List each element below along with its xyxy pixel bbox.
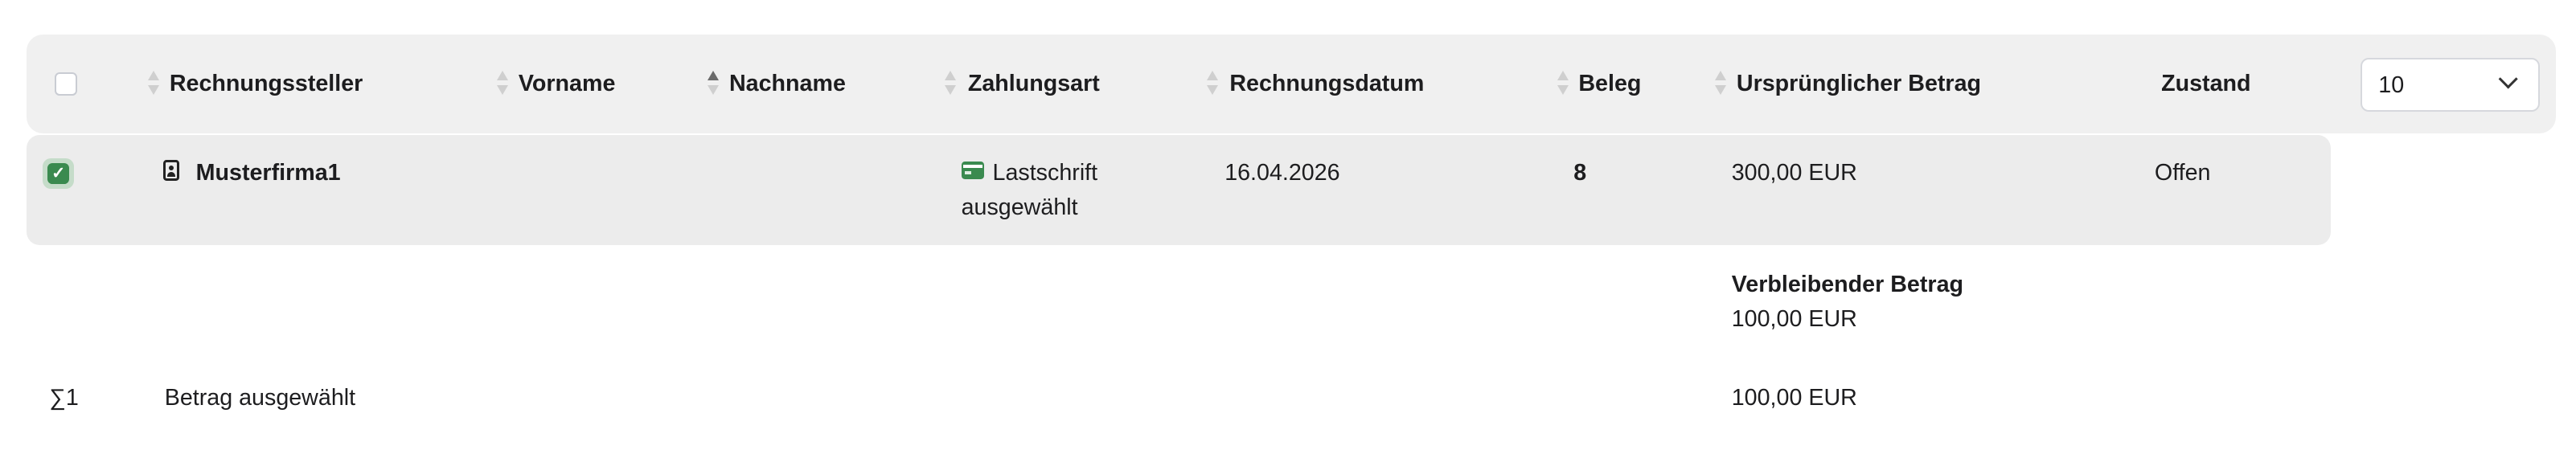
remaining-amount-value: 100,00 EUR [1731,305,1857,332]
sort-icon[interactable] [497,71,509,97]
column-header-nachname[interactable]: Nachname [728,71,846,97]
check-icon: ✓ [47,162,69,185]
sort-icon[interactable] [148,71,160,97]
sort-icon[interactable] [1715,71,1727,97]
column-header-rechnungsdatum[interactable]: Rechnungsdatum [1229,71,1425,97]
column-header-betrag[interactable]: Ursprünglicher Betrag [1736,71,1982,97]
cell-zahlungsart: Lastschrift [992,159,1098,186]
summary-value: 100,00 EUR [1731,385,1857,411]
cell-betrag: 300,00 EUR [1731,159,1857,186]
credit-card-icon [961,161,985,180]
column-header-beleg[interactable]: Beleg [1578,71,1642,97]
page-size-select[interactable]: 10 [2360,57,2540,112]
column-header-rechnungssteller[interactable]: Rechnungssteller [169,71,363,97]
sort-icon[interactable] [1206,71,1218,97]
column-header-vorname[interactable]: Vorname [518,71,616,97]
cell-rechnungsdatum: 16.04.2026 [1224,159,1340,186]
page-size-value: 10 [2378,72,2405,99]
table-row[interactable] [26,134,2331,246]
cell-zahlungsart-line2: ausgewählt [961,194,1078,220]
remaining-amount-label: Verbleibender Betrag [1731,271,1964,297]
summary-label: Betrag ausgewählt [164,385,356,411]
summary-count: ∑1 [49,385,79,411]
select-all-checkbox[interactable] [54,72,78,96]
column-header-zahlungsart[interactable]: Zahlungsart [967,71,1100,97]
sort-icon[interactable] [945,71,957,97]
row-checkbox[interactable]: ✓ [43,158,75,190]
chevron-down-icon [2498,69,2518,89]
table-header [26,34,2557,133]
cell-zustand: Offen [2154,159,2211,186]
column-header-zustand: Zustand [2161,71,2251,97]
sort-icon[interactable] [1557,71,1569,97]
cell-beleg[interactable]: 8 [1573,159,1587,186]
cell-rechnungssteller[interactable]: Musterfirma1 [195,159,341,186]
sort-ascending-icon[interactable] [708,71,720,97]
contact-icon [162,159,180,182]
